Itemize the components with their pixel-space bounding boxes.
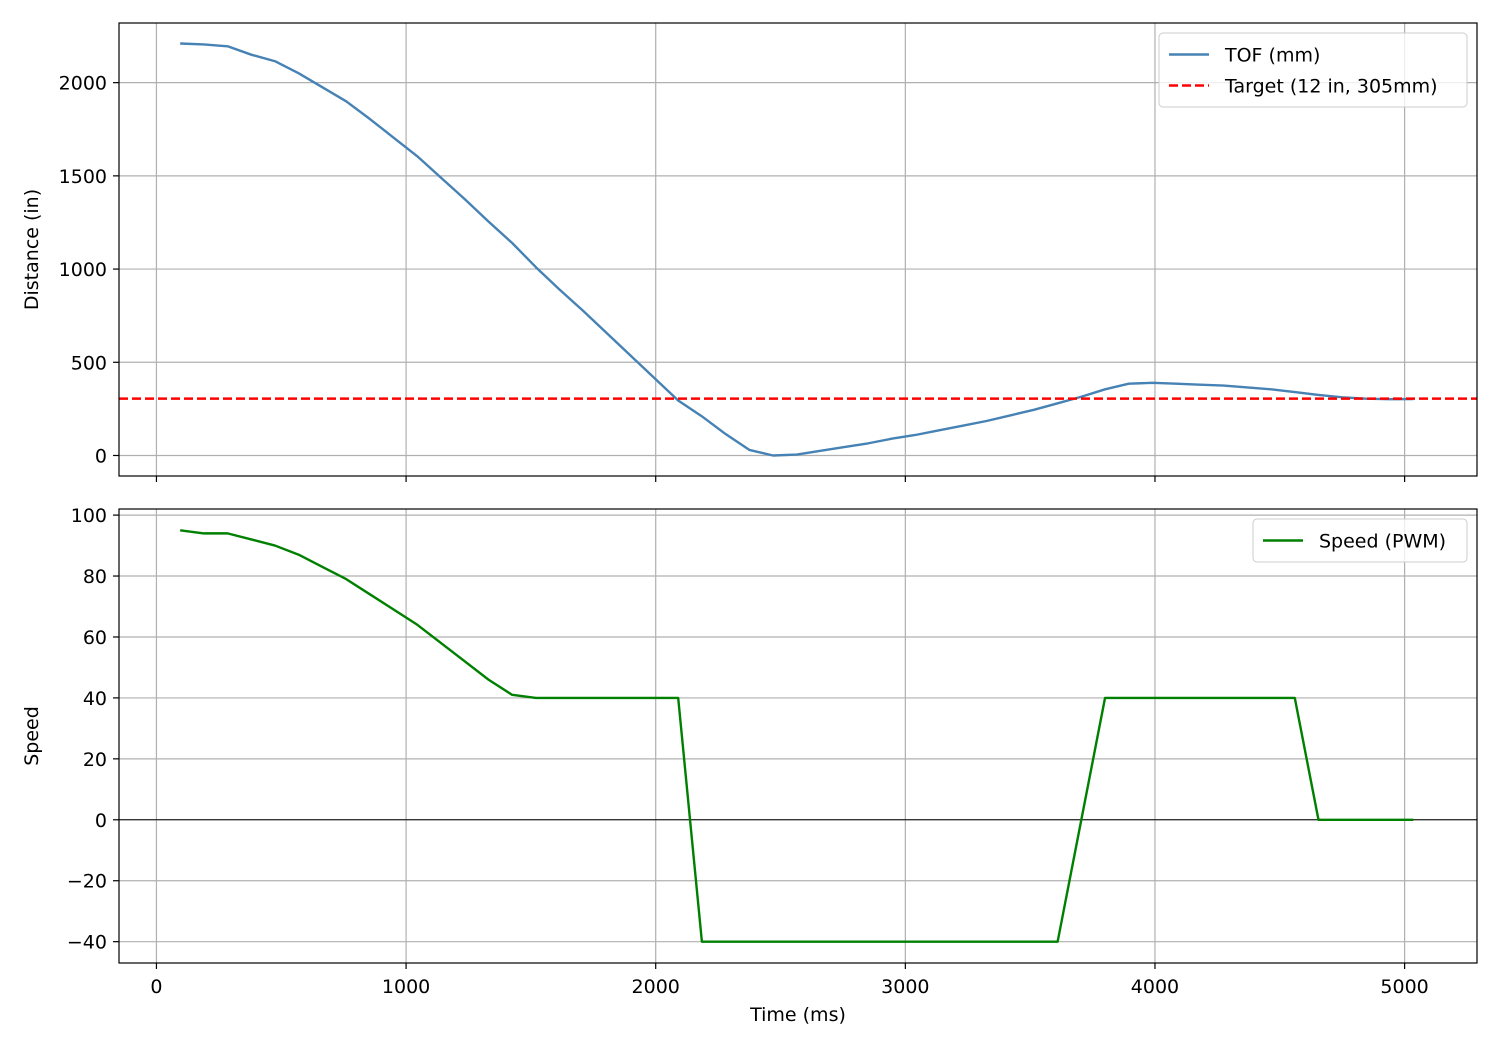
y-tick-label: 100 — [71, 505, 107, 527]
x-tick-label: 2000 — [632, 976, 680, 998]
plot-frame — [118, 508, 1478, 964]
y-tick-label: 20 — [83, 749, 107, 771]
legend: Speed (PWM) — [1252, 518, 1468, 563]
legend: TOF (mm) Target (12 in, 305mm) — [1158, 32, 1468, 108]
y-tick-label: 1000 — [59, 259, 107, 281]
x-tick-label: 4000 — [1131, 976, 1179, 998]
y-tick-label: 500 — [71, 352, 107, 374]
y-axis-label: Distance (in) — [21, 189, 43, 310]
y-tick-label: 1500 — [59, 166, 107, 188]
y-tick-label: 0 — [95, 810, 107, 832]
y-tick-label: 40 — [83, 688, 107, 710]
x-axis-label: Time (ms) — [749, 1004, 846, 1026]
x-tick-label: 0 — [150, 976, 162, 998]
series-line — [180, 529, 1414, 943]
y-tick-label: 0 — [95, 445, 107, 467]
y-axis-label: Speed — [21, 706, 43, 766]
legend-label: Speed (PWM) — [1319, 531, 1446, 553]
legend-label: Target (12 in, 305mm) — [1224, 76, 1438, 98]
x-tick-label: 1000 — [382, 976, 430, 998]
legend-box — [1252, 518, 1468, 563]
x-tick-label: 5000 — [1380, 976, 1428, 998]
plot-frame — [118, 22, 1478, 477]
y-tick-label: 80 — [83, 566, 107, 588]
y-tick-label: −20 — [67, 871, 107, 893]
plot-area — [119, 42, 1477, 457]
x-tick-label: 3000 — [881, 976, 929, 998]
series-line — [180, 42, 1414, 457]
panel-1: 0 500 1000 1500 2000 Distance (in) TOF (mm) Tar… — [21, 22, 1478, 482]
panel-2: 0 1000 2000 3000 4000 5000 −40 −20 0 20 40 60 80 100 S… — [21, 505, 1478, 1026]
legend-box — [1158, 32, 1468, 108]
y-tick-label: 2000 — [59, 73, 107, 95]
y-tick-label: 60 — [83, 627, 107, 649]
plot-area — [180, 529, 1414, 943]
y-tick-label: −40 — [67, 932, 107, 954]
legend-label: TOF (mm) — [1224, 45, 1320, 67]
